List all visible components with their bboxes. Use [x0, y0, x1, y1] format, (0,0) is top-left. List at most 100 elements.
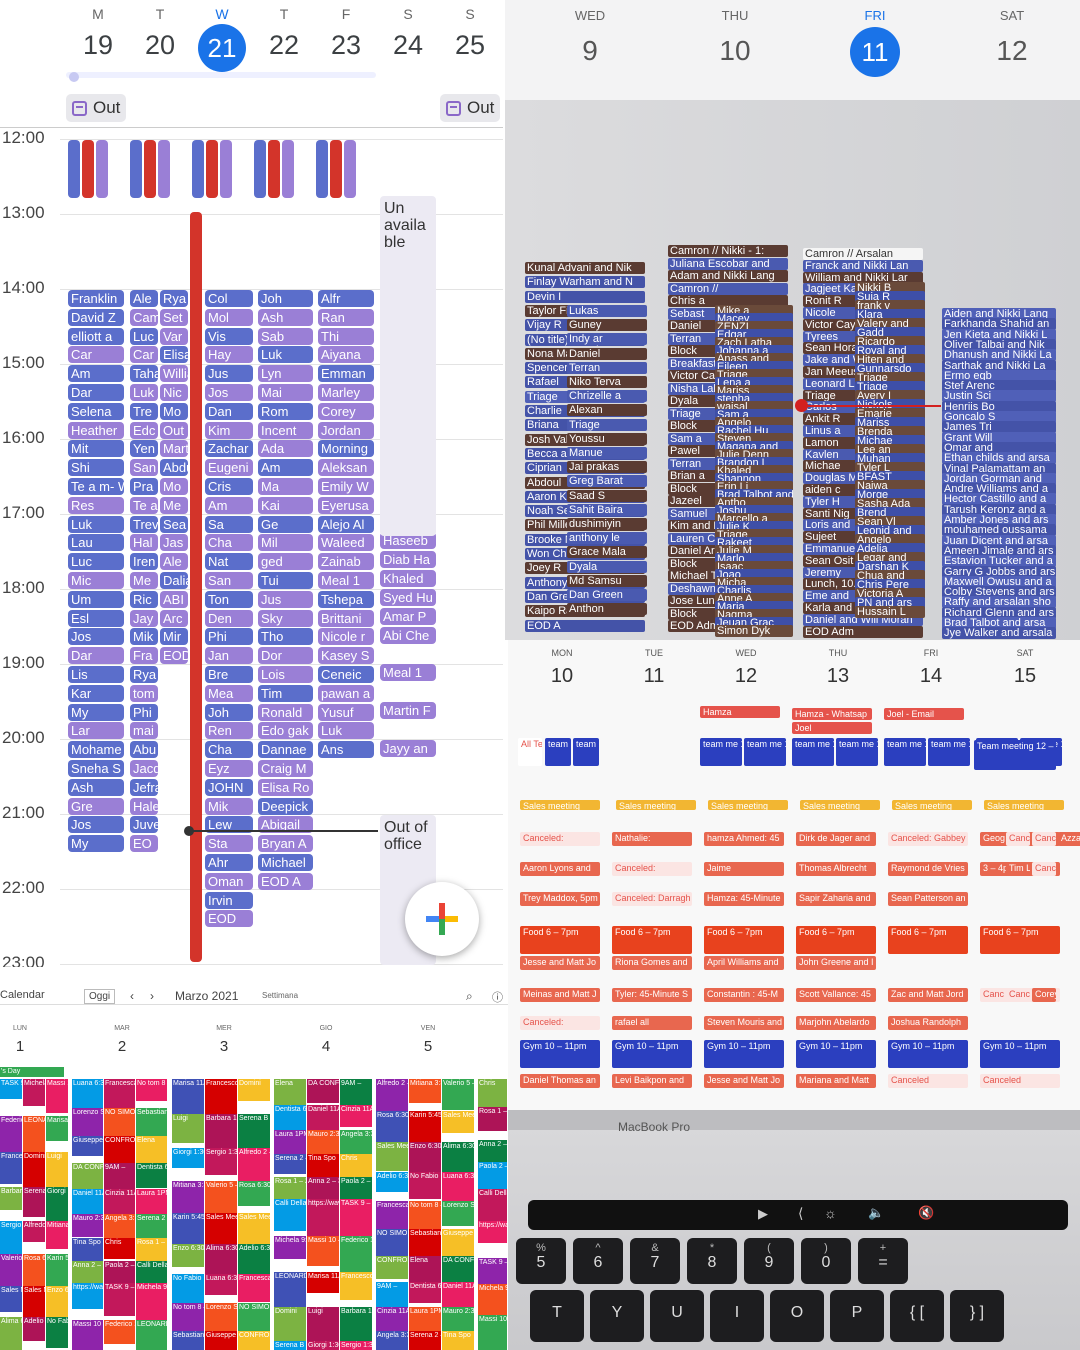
calendar-event[interactable]: Canceled — [980, 1074, 1060, 1088]
calendar-event[interactable]: Craig M — [258, 760, 313, 777]
event-stub[interactable] — [282, 140, 294, 198]
calendar-event[interactable]: Sales meeting — [708, 800, 788, 810]
calendar-event[interactable]: Tui — [258, 572, 313, 589]
calendar-event[interactable]: Michela 9:30 – — [478, 1284, 507, 1320]
calendar-event[interactable]: Barbara 12 – 1 — [205, 1114, 237, 1150]
calendar-event[interactable]: Col — [205, 290, 253, 307]
calendar-event[interactable]: Shi — [68, 459, 124, 477]
calendar-event[interactable]: Camille — [130, 308, 158, 326]
calendar-event[interactable]: Dan — [205, 402, 253, 420]
day-header-4[interactable]: FRI 14 — [901, 648, 961, 688]
play-icon[interactable]: ▶ — [758, 1206, 768, 1221]
calendar-event[interactable]: Food 6 – 7pm — [888, 926, 968, 954]
create-event-button[interactable] — [405, 882, 479, 956]
calendar-event[interactable]: Giorgi 1:30 – — [46, 1187, 68, 1224]
calendar-event[interactable]: Edc — [130, 421, 158, 439]
long-event-red[interactable] — [190, 212, 202, 962]
calendar-event[interactable]: Garry G Jobbs and ars — [942, 565, 1056, 578]
event-stub[interactable] — [220, 140, 232, 198]
calendar-event[interactable]: Andre Williams and a — [942, 483, 1056, 496]
calendar-event[interactable]: Gym 10 – 11pm — [704, 1040, 784, 1068]
event-stub[interactable] — [192, 140, 204, 198]
calendar-event[interactable]: Franck and Nikki Lan — [803, 259, 923, 272]
calendar-event[interactable]: team me 12 – 1pm — [700, 738, 742, 766]
calendar-event[interactable]: Jos — [205, 384, 253, 401]
calendar-event[interactable]: Eugeni — [205, 459, 253, 477]
calendar-event[interactable]: Tshepa — [318, 590, 374, 608]
calendar-event[interactable]: Niko Terva — [567, 376, 647, 388]
calendar-event[interactable]: Luigi — [172, 1114, 204, 1143]
calendar-event[interactable]: Ash — [258, 308, 313, 326]
calendar-event[interactable]: Terran — [567, 361, 647, 374]
calendar-event[interactable]: Ale — [160, 553, 188, 571]
calendar-event[interactable]: Jaime — [704, 862, 784, 876]
calendar-event[interactable]: Hussain L — [855, 606, 925, 618]
calendar-event[interactable]: Alima 6:30 — [205, 1244, 237, 1274]
calendar-event[interactable]: Zachar — [205, 440, 253, 458]
day-header-4[interactable]: VEN 5 — [398, 1025, 458, 1055]
calendar-event[interactable]: Goncalo S — [942, 411, 1056, 423]
calendar-event[interactable]: Finlay Warham and N — [525, 276, 645, 289]
calendar-event[interactable]: Valerio 5 – — [442, 1079, 474, 1110]
calendar-event[interactable]: CONFRONTO — [238, 1331, 270, 1350]
calendar-event[interactable]: Canceled: — [520, 1016, 600, 1030]
calendar-event[interactable]: Oman — [205, 872, 253, 890]
calendar-event[interactable]: Lau — [68, 534, 124, 552]
calendar-event[interactable]: Aaron Lyons and — [520, 862, 600, 876]
calendar-event[interactable]: Cha — [205, 741, 253, 759]
calendar-event[interactable]: Omar and — [942, 441, 1056, 454]
calendar-event[interactable]: Te a m- wi — [130, 496, 158, 514]
calendar-event[interactable]: Karin 5:45 — [172, 1213, 204, 1245]
calendar-event[interactable]: Dalia Ca — [160, 572, 188, 589]
day-header-2[interactable]: MER 3 — [194, 1025, 254, 1055]
calendar-event[interactable]: Syed Hu — [380, 589, 436, 606]
calendar-event[interactable]: Khaled — [380, 570, 436, 587]
calendar-event[interactable]: Sales Meet 4:30 — [376, 1142, 408, 1171]
calendar-event[interactable]: Dentista 6:30 – 8 — [409, 1282, 441, 1303]
calendar-event[interactable]: Domini — [274, 1307, 306, 1342]
calendar-event[interactable]: Eyerusa — [318, 496, 374, 514]
calendar-event[interactable]: Haley G — [130, 797, 158, 815]
today-button[interactable]: Oggi — [84, 989, 116, 1004]
calendar-event[interactable]: Serena 2 – 3:30 — [274, 1154, 306, 1174]
calendar-event[interactable]: Corey — [1032, 988, 1056, 1002]
calendar-event[interactable]: Sean Patterson an — [888, 892, 968, 906]
calendar-event[interactable]: Canc — [1006, 832, 1030, 846]
event-stub[interactable] — [206, 140, 218, 198]
key[interactable]: } ] — [950, 1290, 1004, 1342]
calendar-event[interactable]: Res — [68, 496, 124, 514]
calendar-event[interactable]: Lyn — [258, 365, 313, 383]
calendar-event[interactable]: Incent — [258, 421, 313, 439]
calendar-event[interactable]: elliott a — [68, 327, 124, 345]
calendar-event[interactable]: Phi — [130, 703, 158, 721]
calendar-event[interactable]: Mo — [160, 478, 188, 495]
calendar-event[interactable]: Car — [68, 346, 124, 364]
calendar-event[interactable]: Dyala — [567, 560, 647, 573]
key[interactable]: ) 0 — [801, 1238, 851, 1284]
calendar-event[interactable]: team me 12 – 1pm — [744, 738, 786, 766]
calendar-event[interactable]: Ge — [258, 515, 313, 533]
calendar-event[interactable]: Dentista 6:30 – 8 — [136, 1163, 167, 1188]
calendar-event[interactable]: Richard Glenn and ars — [942, 606, 1056, 619]
today-number[interactable]: 11 — [850, 27, 900, 77]
calendar-event[interactable]: Luigi — [46, 1152, 68, 1198]
calendar-event[interactable]: Sales Meeting 4:30 — [442, 1111, 474, 1133]
calendar-event[interactable]: April Williams and — [704, 956, 784, 970]
calendar-event[interactable]: Hamza — [700, 706, 780, 718]
calendar-event[interactable]: Federico 10 – 10 — [340, 1236, 372, 1273]
day-header-0[interactable]: LUN 1 — [0, 1025, 50, 1055]
volume-icon[interactable]: 🔈 — [868, 1205, 885, 1220]
calendar-event[interactable]: Phi — [205, 628, 253, 646]
calendar-event[interactable]: Canc — [1006, 988, 1030, 1002]
calendar-event[interactable]: NO SIMO TASK 6:45 – 9:45 — [376, 1229, 408, 1261]
calendar-event[interactable]: Joh — [205, 703, 253, 721]
event-stub[interactable] — [158, 140, 170, 198]
calendar-event[interactable]: Daniel Thomas an — [520, 1074, 600, 1088]
calendar-event[interactable]: My — [68, 835, 124, 853]
calendar-event[interactable]: Dar — [68, 647, 124, 665]
calendar-event[interactable]: Me — [160, 496, 188, 514]
calendar-event[interactable]: Juvena — [130, 816, 158, 834]
calendar-event[interactable]: Ahr — [205, 854, 253, 871]
calendar-event[interactable]: Francesca 7:30 – 9PM — [238, 1274, 270, 1302]
calendar-event[interactable]: Emily W — [318, 478, 374, 495]
